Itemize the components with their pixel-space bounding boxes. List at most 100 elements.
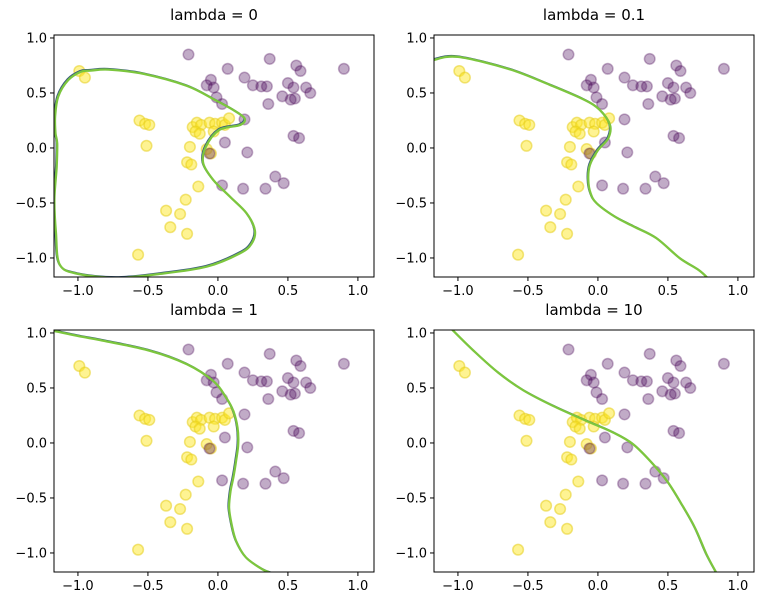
- x-tick-label: 0.5: [658, 284, 679, 299]
- scatter-point-class1: [639, 182, 652, 195]
- scatter-point-class0: [563, 140, 576, 153]
- scatter-point-class1: [277, 472, 290, 485]
- scatter-point-class1: [238, 71, 251, 84]
- scatter-point-class0: [160, 499, 173, 512]
- scatter-point-class1: [562, 343, 575, 356]
- scatter-point-class0: [174, 502, 187, 516]
- y-tick-label: 0.0: [406, 141, 427, 156]
- x-tick-label: 1.0: [728, 579, 749, 594]
- plot-area: [54, 48, 350, 277]
- subplot-1: −1.0 −0.5 0.0 0.5 1.0 −1.0 −0.5 0.0 0.5 1.0: [395, 31, 755, 299]
- decision-boundary: [54, 330, 272, 572]
- scatter-point-class1: [287, 81, 300, 94]
- scatter-point-class1: [287, 129, 300, 142]
- scatter-point-class1: [294, 359, 307, 373]
- scatter-point-class1: [300, 81, 313, 94]
- scatter-point-class1: [596, 97, 609, 111]
- scatter-point-class1: [241, 441, 254, 454]
- x-tick-label: 1.0: [348, 284, 369, 299]
- scatter-point-class1: [674, 359, 687, 373]
- y-tick-label: −1.0: [395, 251, 427, 266]
- scatter-point-class1: [281, 372, 294, 385]
- x-tick-label: −1.0: [62, 579, 94, 594]
- y-tick-label: −0.5: [15, 491, 47, 506]
- scatter-point-class1: [617, 477, 630, 490]
- scatter-point-class1: [337, 357, 350, 370]
- scatter-point-class1: [596, 179, 609, 192]
- y-tick-label: 0.5: [406, 86, 427, 101]
- scatter-point-class0: [164, 221, 177, 234]
- subplot-title-lambda-0p1: lambda = 0.1: [542, 6, 646, 24]
- scatter-point-class0: [143, 118, 156, 131]
- scatter-point-class0: [181, 227, 194, 240]
- scatter-point-class1: [294, 64, 307, 78]
- scatter-point-class1: [643, 347, 656, 360]
- scatter-point-class1: [673, 427, 686, 440]
- scatter-point-class0: [140, 434, 153, 447]
- y-tick-label: −0.5: [15, 196, 47, 211]
- scatter-point-class0: [544, 221, 557, 234]
- y-tick-label: 0.5: [406, 381, 427, 396]
- scatter-point-class0: [559, 488, 572, 501]
- scatter-point-class1: [661, 77, 674, 90]
- x-tick-label: −1.0: [62, 284, 94, 299]
- scatter-point-class0: [193, 422, 206, 435]
- scatter-point-class1: [263, 347, 276, 360]
- y-tick-label: 0.0: [26, 141, 47, 156]
- scatter-point-class0: [561, 227, 574, 240]
- scatter-point-class1: [626, 79, 639, 92]
- scatter-point-class1: [290, 59, 303, 72]
- scatter-point-class0: [204, 147, 217, 160]
- scatter-point-class1: [238, 366, 251, 379]
- scatter-point-class1: [281, 77, 294, 90]
- scatter-point-class0: [204, 442, 217, 455]
- axes-spines: [53, 329, 375, 573]
- plot-area: [54, 330, 350, 572]
- x-tick-label: −0.5: [512, 579, 544, 594]
- subplot-0: −1.0 −0.5 0.0 0.5 1.0 −1.0 −0.5 0.0 0.5 1.0: [15, 31, 375, 299]
- scatter-point-class1: [590, 91, 603, 104]
- scatter-point-class0: [540, 204, 553, 217]
- scatter-point-class1: [601, 62, 614, 75]
- scatter-point-class0: [78, 71, 91, 84]
- scatter-point-class0: [565, 158, 578, 171]
- scatter-point-class0: [179, 193, 192, 206]
- subplot-title-lambda-10: lambda = 10: [545, 301, 643, 319]
- scatter-point-class1: [218, 136, 231, 149]
- axes-spines: [433, 34, 755, 278]
- y-tick-label: −1.0: [15, 546, 47, 561]
- scatter-point-class0: [192, 180, 205, 193]
- scatter-point-class1: [643, 52, 656, 65]
- x-tick-label: 1.0: [348, 579, 369, 594]
- scatter-point-class1: [668, 92, 681, 105]
- scatter-point-class1: [262, 97, 275, 111]
- scatter-point-class1: [656, 385, 669, 398]
- scatter-point-class1: [276, 90, 289, 103]
- plot-area: [450, 330, 730, 572]
- scatter-point-class1: [664, 388, 677, 401]
- scatter-point-class1: [667, 81, 680, 94]
- scatter-point-class1: [276, 385, 289, 398]
- scatter-point-class1: [587, 81, 600, 94]
- scatter-point-class0: [132, 543, 145, 556]
- axes-spines: [53, 34, 375, 278]
- scatter-point-class0: [512, 248, 525, 261]
- x-tick-label: 0.5: [658, 579, 679, 594]
- scatter-point-class0: [573, 422, 586, 435]
- scatter-point-class0: [603, 407, 616, 420]
- scatter-point-class1: [237, 477, 250, 490]
- y-tick-label: 1.0: [26, 326, 47, 341]
- scatter-point-class1: [667, 129, 680, 142]
- scatter-point-class0: [544, 516, 557, 529]
- y-tick-label: 1.0: [406, 326, 427, 341]
- y-tick-label: −0.5: [395, 196, 427, 211]
- scatter-point-class0: [181, 522, 194, 535]
- scatter-point-class1: [680, 376, 693, 389]
- y-tick-label: −1.0: [15, 251, 47, 266]
- scatter-point-class1: [621, 146, 634, 159]
- scatter-point-class0: [512, 543, 525, 556]
- x-tick-label: −0.5: [512, 284, 544, 299]
- scatter-point-class1: [241, 146, 254, 159]
- scatter-point-class1: [288, 92, 301, 105]
- scatter-point-class1: [617, 182, 630, 195]
